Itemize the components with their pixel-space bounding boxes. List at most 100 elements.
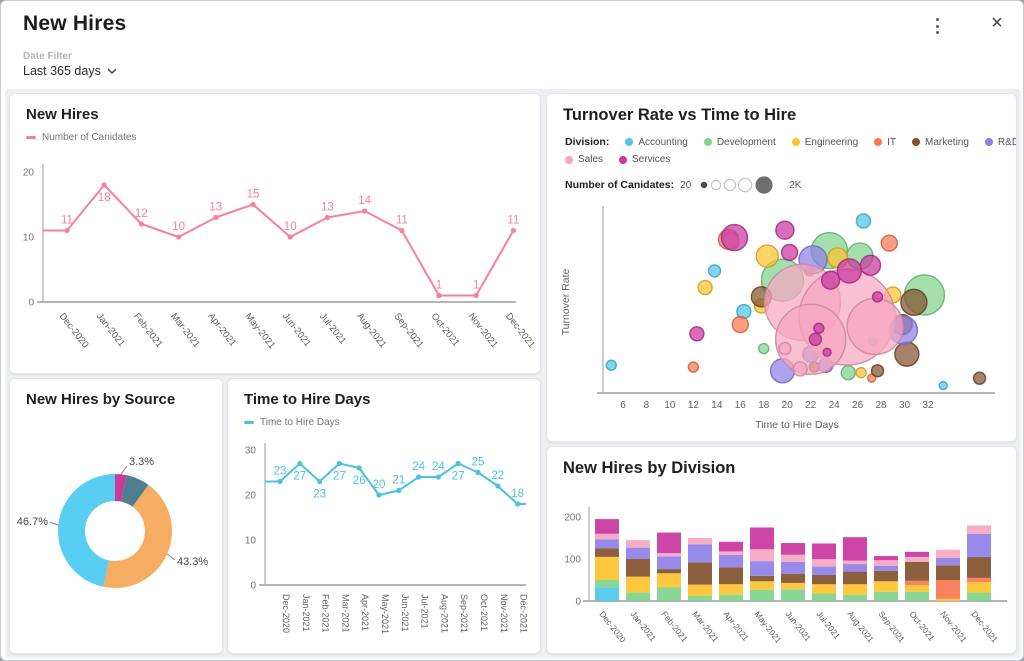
svg-text:22: 22: [805, 400, 817, 411]
size-legend-label: Number of Canidates:: [565, 179, 675, 191]
svg-text:Feb-2021: Feb-2021: [659, 609, 689, 644]
svg-text:Nov-2021: Nov-2021: [938, 609, 969, 644]
svg-text:21: 21: [392, 475, 405, 487]
legend-item-it[interactable]: IT: [874, 137, 896, 148]
legend-item-sales[interactable]: Sales: [565, 154, 603, 165]
svg-text:32: 32: [922, 400, 934, 411]
legend-item-engineering[interactable]: Engineering: [791, 137, 858, 148]
svg-text:May-2021: May-2021: [380, 594, 390, 634]
svg-text:27: 27: [333, 471, 346, 483]
svg-text:0: 0: [28, 298, 34, 309]
card-time-to-hire-days: Time to Hire Days Time to Hire Days 0 10 2…: [227, 378, 541, 654]
size-legend: Number of Canidates: 20 2K: [565, 174, 801, 196]
svg-text:28: 28: [875, 400, 887, 411]
svg-text:Sep-2021: Sep-2021: [876, 609, 907, 644]
legend-time-to-hire-days[interactable]: Time to Hire Days: [244, 417, 340, 428]
legend-dot-icon: [619, 155, 628, 164]
svg-text:18: 18: [758, 400, 770, 411]
svg-text:Jun-2021: Jun-2021: [400, 594, 410, 632]
legend-item-development[interactable]: Development: [703, 137, 776, 148]
card-title: Time to Hire Days: [244, 391, 371, 408]
svg-text:Sep-2021: Sep-2021: [459, 594, 469, 633]
svg-text:13: 13: [209, 202, 222, 214]
svg-text:Oct-2021: Oct-2021: [429, 311, 462, 349]
legend-dot-icon: [912, 138, 921, 146]
page-title: New Hires: [23, 12, 127, 35]
svg-text:20: 20: [373, 479, 386, 491]
svg-text:Sep-2021: Sep-2021: [391, 311, 425, 350]
legend-item-marketing[interactable]: Marketing: [912, 137, 969, 148]
svg-text:100: 100: [564, 555, 581, 566]
date-filter-dropdown[interactable]: Date Filter Last 365 days: [23, 51, 117, 78]
svg-text:24: 24: [412, 461, 425, 473]
card-title: New Hires by Division: [563, 459, 736, 477]
close-icon[interactable]: ×: [991, 12, 1003, 34]
card-new-hires-by-division: New Hires by Division 0 100 200 Dec-2020 Jan…: [546, 446, 1017, 654]
legend-item-services[interactable]: Services: [619, 154, 670, 165]
svg-text:Feb-2021: Feb-2021: [131, 311, 165, 350]
new-hires-by-source-donut-chart[interactable]: 3.3% 43.3% 46.7%: [10, 417, 223, 653]
svg-text:Aug-2021: Aug-2021: [354, 311, 388, 350]
svg-text:Apr-2021: Apr-2021: [360, 594, 370, 631]
svg-text:Jul-2021: Jul-2021: [420, 594, 430, 629]
legend-item-accounting[interactable]: Accounting: [625, 137, 688, 148]
svg-text:Mar-2021: Mar-2021: [340, 594, 350, 633]
svg-text:30: 30: [245, 446, 257, 457]
card-new-hires: New Hires Number of Canidates 0 10 20 11 18 1…: [9, 93, 541, 374]
svg-text:27: 27: [293, 471, 306, 483]
svg-text:6: 6: [620, 400, 626, 411]
svg-text:25: 25: [472, 457, 485, 469]
svg-text:Dec-2020: Dec-2020: [57, 311, 91, 350]
legend-dot-icon: [874, 138, 883, 146]
legend-dot-icon: [565, 155, 573, 164]
dashboard-canvas: New Hires Number of Canidates 0 10 20 11 18 1…: [5, 89, 1021, 658]
card-title: Turnover Rate vs Time to Hire: [563, 106, 797, 124]
more-options-icon[interactable]: [929, 17, 945, 35]
svg-text:23: 23: [274, 466, 287, 478]
svg-text:26: 26: [852, 400, 864, 411]
svg-text:20: 20: [23, 168, 35, 179]
date-filter-label: Date Filter: [23, 51, 72, 62]
svg-text:Dec-2021: Dec-2021: [969, 609, 1000, 644]
svg-text:13: 13: [321, 202, 334, 214]
svg-text:200: 200: [564, 513, 581, 524]
svg-text:43.3%: 43.3%: [177, 556, 208, 568]
svg-text:Jun-2021: Jun-2021: [280, 311, 313, 349]
svg-text:Jul-2021: Jul-2021: [317, 311, 348, 346]
time-to-hire-line-chart[interactable]: 0 10 20 30 23 27 23 27 26 20 21 24 24 27 25 22 18 Dec-202…: [228, 435, 541, 653]
header: New Hires ×: [1, 1, 1023, 49]
legend-dot-icon: [625, 138, 634, 146]
svg-text:Time to Hire Days: Time to Hire Days: [755, 419, 839, 431]
svg-text:1: 1: [473, 280, 479, 292]
svg-text:10: 10: [23, 233, 35, 244]
legend-item-r-d[interactable]: R&D: [984, 137, 1016, 148]
svg-text:24: 24: [432, 461, 445, 473]
svg-text:12: 12: [135, 208, 148, 220]
svg-text:Nov-2021: Nov-2021: [499, 594, 509, 633]
svg-text:30: 30: [899, 400, 911, 411]
svg-text:Apr-2021: Apr-2021: [721, 609, 751, 643]
svg-text:Jul-2021: Jul-2021: [814, 609, 842, 641]
svg-text:14: 14: [358, 195, 371, 207]
bubble-size-scale-icon: [701, 176, 773, 194]
size-legend-max: 2K: [789, 179, 802, 191]
svg-text:Dec-2020: Dec-2020: [281, 594, 291, 633]
svg-text:22: 22: [491, 470, 504, 482]
turnover-bubble-chart[interactable]: 6 8 10 12 14 16 18 20 22 24 26 28 30 32 Time to Hire D…: [547, 192, 1017, 441]
svg-text:Turnover Rate: Turnover Rate: [560, 268, 572, 335]
legend-number-of-canidates[interactable]: Number of Canidates: [26, 132, 137, 143]
svg-text:8: 8: [644, 400, 650, 411]
svg-text:Nov-2021: Nov-2021: [466, 311, 500, 350]
svg-text:24: 24: [829, 400, 841, 411]
svg-text:Jan-2021: Jan-2021: [94, 311, 127, 349]
svg-text:Oct-2021: Oct-2021: [907, 609, 937, 643]
svg-text:Jan-2021: Jan-2021: [628, 609, 658, 643]
svg-text:11: 11: [61, 215, 73, 227]
svg-text:10: 10: [664, 400, 676, 411]
chevron-down-icon: [107, 68, 117, 74]
svg-text:12: 12: [688, 400, 700, 411]
svg-text:Apr-2021: Apr-2021: [205, 311, 238, 349]
